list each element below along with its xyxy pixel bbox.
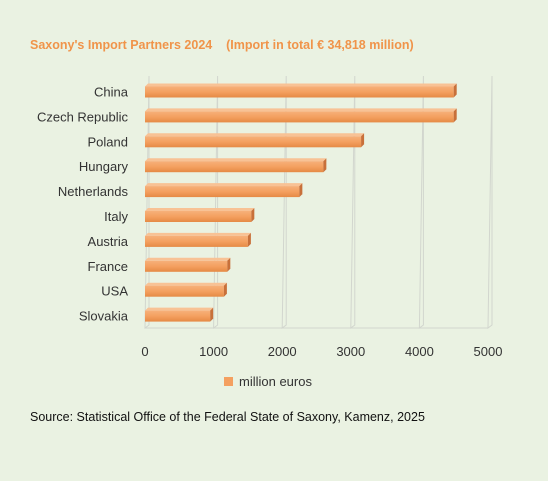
- x-tick-label: 0: [141, 344, 148, 359]
- legend-label: million euros: [239, 374, 312, 389]
- bar: [145, 232, 251, 247]
- bar: [145, 208, 255, 222]
- x-tick-label: 4000: [405, 344, 434, 359]
- legend-swatch: [224, 377, 233, 386]
- category-label: Italy: [104, 209, 128, 224]
- chart-title: Saxony's Import Partners 2024 (Import in…: [30, 38, 414, 52]
- source-note: Source: Statistical Office of the Federa…: [30, 410, 425, 424]
- bars: [145, 83, 457, 322]
- bar: [145, 158, 327, 173]
- bar: [145, 183, 303, 198]
- bar: [145, 133, 365, 148]
- bar: [145, 307, 214, 322]
- x-tick-label: 1000: [199, 344, 228, 359]
- category-label: China: [94, 85, 129, 100]
- bar: [145, 108, 457, 123]
- grid-lines: [144, 75, 493, 330]
- category-label: Austria: [88, 234, 129, 249]
- category-label: France: [88, 259, 128, 274]
- category-label: Czech Republic: [37, 109, 129, 124]
- category-labels: China Czech Republic Poland Hungary Netherla…: [37, 85, 129, 324]
- grid-line: [418, 75, 424, 330]
- category-label: Netherlands: [58, 184, 129, 199]
- category-label: Poland: [88, 134, 128, 149]
- grid-line: [487, 75, 493, 330]
- x-tick-label: 2000: [268, 344, 297, 359]
- grid-line: [213, 75, 219, 330]
- grid-line: [350, 75, 356, 330]
- grid-line: [144, 75, 150, 330]
- legend: million euros: [224, 374, 312, 389]
- x-tick-label: 3000: [336, 344, 365, 359]
- bar: [145, 282, 227, 297]
- category-label: USA: [101, 284, 128, 299]
- bar: [145, 83, 457, 98]
- category-label: Slovakia: [79, 309, 129, 324]
- x-tick-label: 5000: [474, 344, 503, 359]
- bar: [145, 257, 231, 272]
- x-axis-ticks: 0 1000 2000 3000 4000 5000: [141, 344, 502, 359]
- category-label: Hungary: [79, 159, 129, 174]
- grid-line: [281, 75, 287, 330]
